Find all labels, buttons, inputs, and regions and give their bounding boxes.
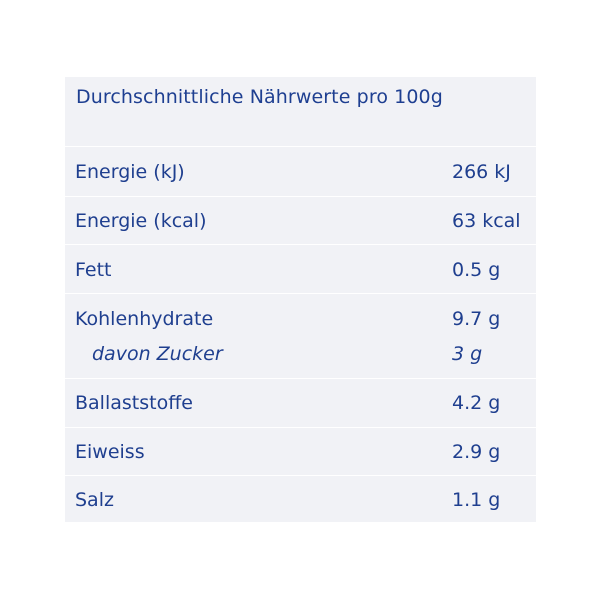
row-label-eiweiss: Eiweiss [75,441,145,463]
row-value-ballaststoffe: 4.2 g [452,392,501,414]
row-divider [65,427,536,428]
row-subvalue-zucker: 3 g [452,343,483,365]
row-value-kohlenhydrate: 9.7 g [452,308,501,330]
row-value-energie-kj: 266 kJ [452,161,511,183]
row-label-fett: Fett [75,259,112,281]
row-label-energie-kcal: Energie (kcal) [75,210,207,232]
nutrition-table: Durchschnittliche Nährwerte pro 100g Ene… [65,77,536,522]
row-divider [65,378,536,379]
table-title: Durchschnittliche Nährwerte pro 100g [76,86,443,108]
row-divider [65,244,536,245]
row-label-salz: Salz [75,489,114,511]
row-label-energie-kj: Energie (kJ) [75,161,185,183]
row-divider [65,196,536,197]
row-label-kohlenhydrate: Kohlenhydrate [75,308,214,330]
row-divider [65,293,536,294]
row-value-eiweiss: 2.9 g [452,441,501,463]
row-divider [65,146,536,147]
row-label-ballaststoffe: Ballaststoffe [75,392,193,414]
row-value-fett: 0.5 g [452,259,501,281]
row-value-energie-kcal: 63 kcal [452,210,521,232]
row-divider [65,475,536,476]
row-value-salz: 1.1 g [452,489,501,511]
row-sublabel-zucker: davon Zucker [92,343,223,365]
